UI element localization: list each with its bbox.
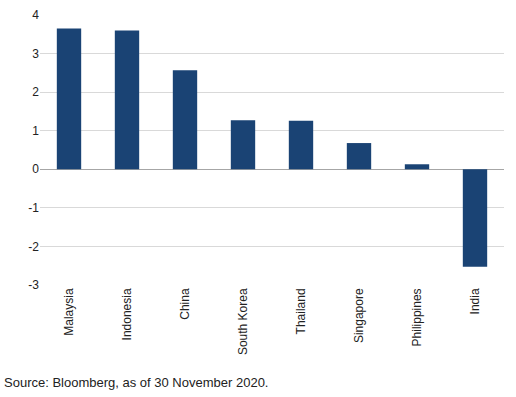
svg-text:2: 2 <box>32 85 39 99</box>
svg-text:Malaysia: Malaysia <box>62 288 76 336</box>
svg-text:China: China <box>178 288 192 320</box>
svg-text:1: 1 <box>32 124 39 138</box>
svg-text:4: 4 <box>32 8 39 22</box>
svg-text:-3: -3 <box>28 278 39 292</box>
svg-text:Philippines: Philippines <box>410 288 424 346</box>
svg-text:-1: -1 <box>28 201 39 215</box>
svg-text:Indonesia: Indonesia <box>120 288 134 340</box>
svg-text:South Korea: South Korea <box>236 288 250 355</box>
svg-text:3: 3 <box>32 47 39 61</box>
svg-text:Singapore: Singapore <box>352 288 366 343</box>
svg-text:India: India <box>468 288 482 314</box>
svg-text:0: 0 <box>32 162 39 176</box>
svg-text:Thailand: Thailand <box>294 288 308 334</box>
svg-text:-2: -2 <box>28 240 39 254</box>
svg-text:Source: Bloomberg, as of 30 No: Source: Bloomberg, as of 30 November 202… <box>4 375 268 390</box>
